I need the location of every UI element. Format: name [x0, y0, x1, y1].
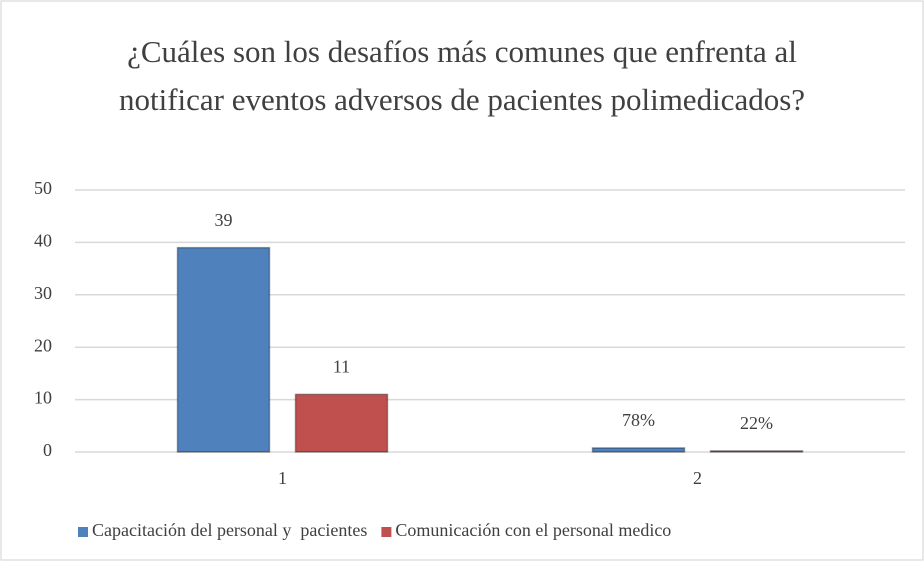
bar: [709, 450, 804, 453]
value-label: 39: [215, 210, 233, 230]
legend-label: Capacitación del personal y pacientes: [92, 520, 367, 540]
x-tick-label: 1: [278, 468, 287, 488]
legend-label: Comunicación con el personal medico: [395, 520, 671, 540]
legend-swatch: [381, 527, 392, 537]
y-tick-label: 20: [34, 335, 52, 355]
bar: [294, 393, 389, 453]
value-label: 22%: [740, 413, 773, 433]
bar: [591, 447, 686, 453]
chart-title: ¿Cuáles son los desafíos más comunes que…: [118, 34, 806, 117]
legend: Capacitación del personal y pacientes Com…: [78, 520, 671, 540]
y-tick-label: 40: [34, 231, 52, 251]
value-label: 78%: [622, 410, 655, 430]
y-tick-label: 10: [34, 388, 52, 408]
y-tick-label: 50: [34, 178, 52, 198]
value-label: 11: [333, 356, 350, 376]
bar: [176, 246, 271, 453]
y-tick-label: 0: [43, 440, 52, 460]
legend-swatch: [78, 527, 88, 537]
x-tick-label: 2: [693, 468, 702, 488]
y-tick-label: 30: [34, 283, 52, 303]
